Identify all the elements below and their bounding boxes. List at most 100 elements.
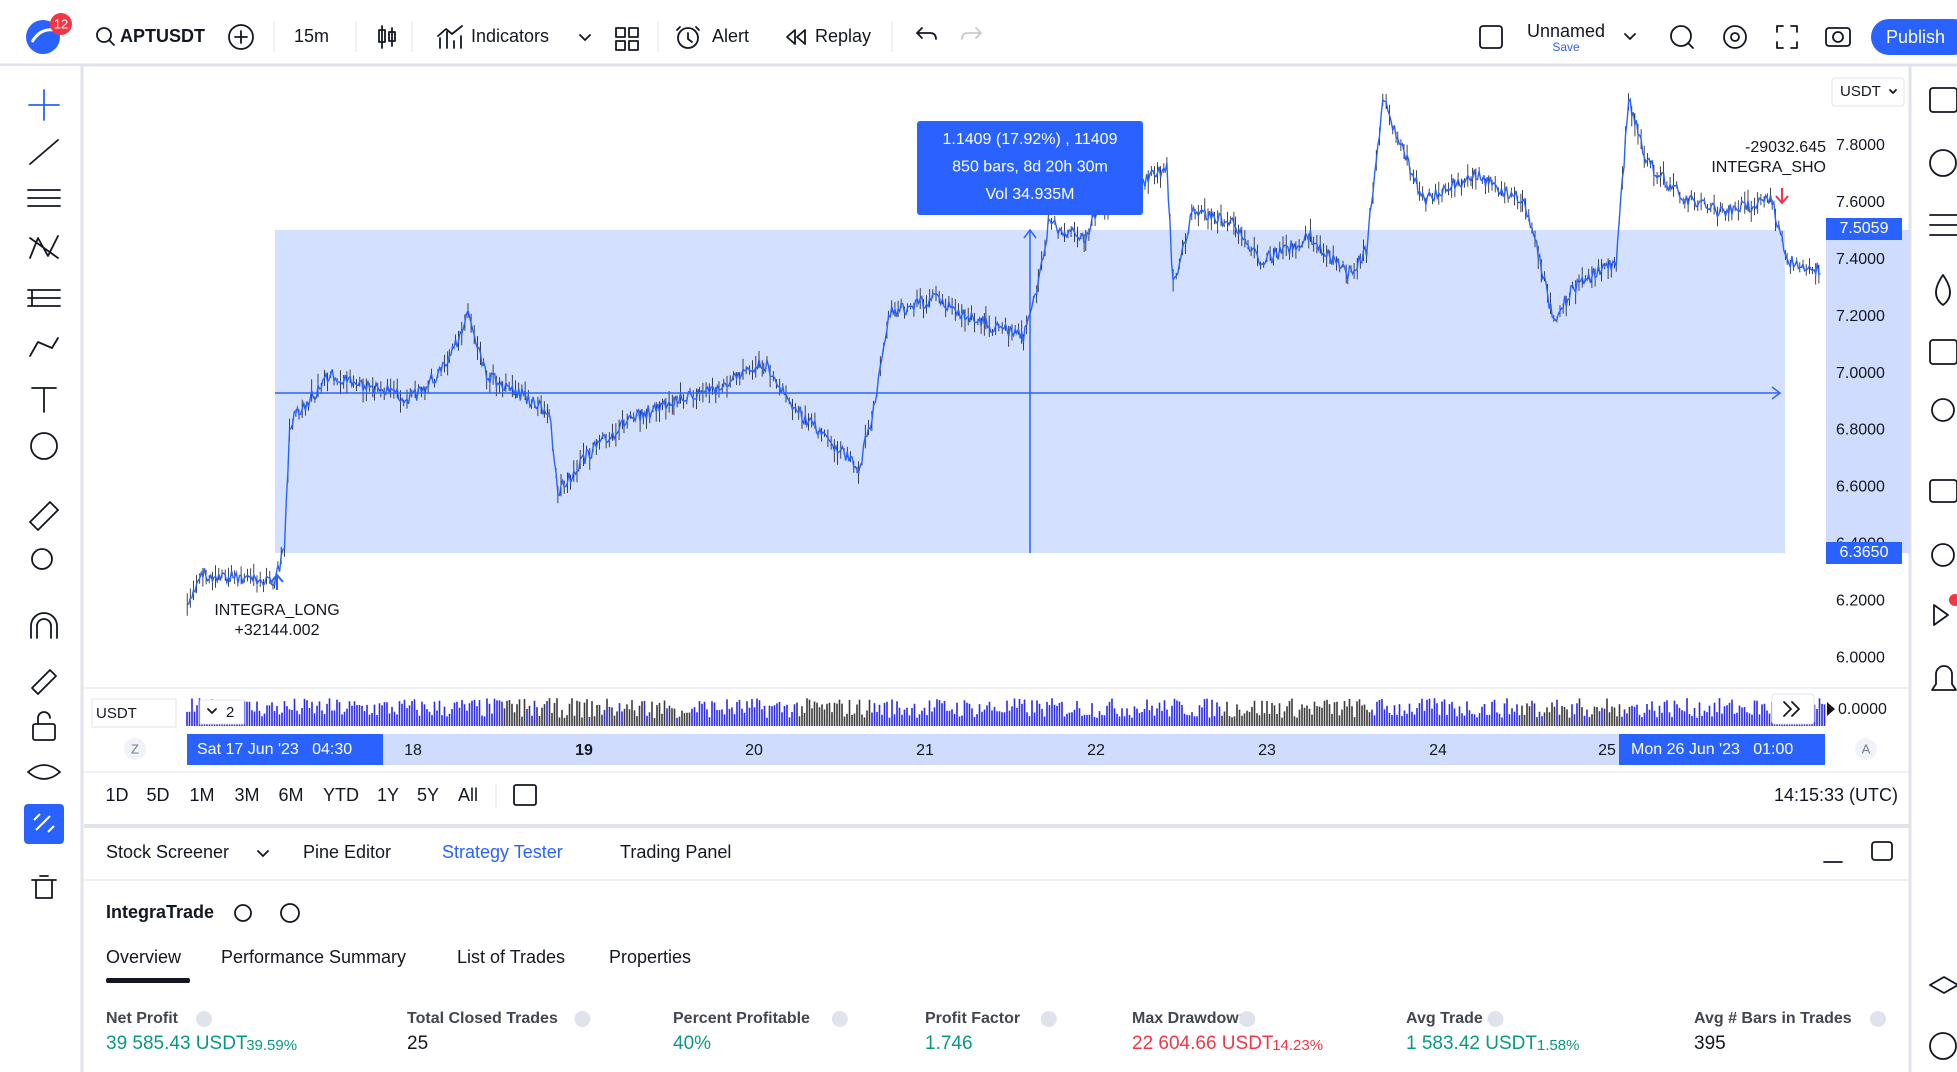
strategy-subtab[interactable]: Overview (106, 947, 182, 967)
strategy-settings[interactable] (234, 904, 252, 922)
strategy-subtab[interactable]: Properties (609, 947, 691, 967)
metric-info[interactable] (196, 1011, 212, 1027)
pattern-tool[interactable] (29, 235, 59, 259)
tooltip-line: 850 bars, 8d 20h 30m (952, 159, 1108, 176)
icon-tool[interactable] (30, 432, 58, 460)
symbol[interactable]: APTUSDT (120, 26, 205, 46)
compare-button[interactable] (228, 24, 254, 50)
streams[interactable] (1931, 543, 1955, 567)
undo-button[interactable] (916, 27, 937, 40)
metric-label: Profit Factor (925, 1010, 1020, 1027)
remove-tool[interactable] (31, 875, 57, 899)
dropdown-arrow[interactable] (579, 34, 591, 41)
notification-count: 12 (54, 16, 68, 31)
price-label: 6.2000 (1836, 592, 1885, 609)
period-button[interactable]: 5D (146, 785, 169, 805)
period-button[interactable]: YTD (323, 785, 359, 805)
metric-info[interactable] (1870, 1011, 1886, 1027)
crosshair-tool[interactable] (28, 89, 60, 121)
hotlists[interactable] (1935, 274, 1951, 306)
screener-dropdown[interactable] (257, 850, 269, 857)
period-button[interactable]: 1Y (377, 785, 399, 805)
period-button[interactable]: All (458, 785, 478, 805)
panel-tab[interactable]: Strategy Tester (442, 842, 563, 862)
snapshot-button[interactable] (1825, 27, 1851, 47)
chart-type-button[interactable] (378, 25, 396, 49)
replay-button[interactable]: Replay (815, 26, 871, 46)
replay-icon (786, 29, 806, 45)
calendar[interactable] (1929, 339, 1957, 365)
strategy-subtab[interactable]: List of Trades (457, 947, 565, 967)
period-button[interactable]: 5Y (417, 785, 439, 805)
notification-badge[interactable] (50, 13, 72, 35)
panel-tab[interactable]: Stock Screener (106, 842, 229, 862)
strategy-subtab[interactable]: Performance Summary (221, 947, 406, 967)
period-button[interactable]: 6M (278, 785, 303, 805)
left-marker: Z (131, 741, 139, 756)
metric-info[interactable] (1239, 1011, 1256, 1027)
layout-checkbox[interactable] (1479, 25, 1503, 49)
search-icon (108, 39, 115, 46)
right-marker-bg[interactable] (1855, 738, 1877, 760)
maximize-panel[interactable] (1871, 841, 1893, 861)
panel-tab[interactable]: Trading Panel (620, 842, 731, 862)
volume-legend[interactable] (199, 699, 245, 725)
scroll-right[interactable] (1771, 693, 1815, 725)
metric-value: 39 585.43 USDT (106, 1033, 248, 1054)
publish-button[interactable] (1871, 19, 1957, 55)
sync-tool[interactable] (24, 804, 64, 844)
strategy-name[interactable]: IntegraTrade (106, 902, 214, 922)
stay-drawing-tool[interactable] (31, 669, 57, 695)
hide-tool[interactable] (27, 764, 61, 780)
watchlist[interactable] (1929, 87, 1957, 113)
strategy-alert[interactable] (280, 903, 300, 923)
left-marker-bg[interactable] (124, 738, 146, 760)
help[interactable] (1929, 1032, 1957, 1060)
lock-tool[interactable] (32, 723, 56, 741)
layouts-button[interactable] (615, 27, 639, 51)
currency-selector[interactable] (1831, 77, 1905, 107)
ideas[interactable] (1931, 398, 1955, 422)
period-button[interactable]: 3M (234, 785, 259, 805)
short-profit: -29032.645 (1745, 139, 1826, 156)
volume-collapse[interactable] (207, 708, 217, 714)
notifications[interactable] (1931, 665, 1957, 691)
magnet-tool[interactable] (30, 612, 58, 639)
ruler-tool[interactable] (29, 501, 59, 531)
interval[interactable]: 15m (294, 26, 329, 46)
metric-info[interactable] (1040, 1011, 1057, 1027)
panel-tab[interactable]: Pine Editor (303, 842, 391, 862)
period-button[interactable]: 1D (105, 785, 128, 805)
zoom-tool[interactable] (31, 548, 53, 570)
fib-tool[interactable] (27, 189, 61, 207)
prediction-tool[interactable] (27, 289, 61, 307)
go-to-date[interactable] (513, 784, 537, 806)
volume-currency-box (91, 698, 177, 728)
metric-info[interactable] (574, 1011, 591, 1027)
alerts[interactable] (1929, 149, 1957, 177)
clock[interactable]: 14:15:33 (UTC) (1774, 785, 1898, 805)
period-button[interactable]: 1M (189, 785, 214, 805)
data-window[interactable] (1929, 214, 1957, 236)
strategy-subtabs: Overview Performance Summary List of Trade… (106, 947, 691, 967)
trend-line-tool[interactable] (29, 139, 59, 165)
layers[interactable] (1929, 976, 1957, 994)
settings-button[interactable] (1723, 25, 1747, 49)
metric-info[interactable] (831, 1011, 848, 1027)
quick-search[interactable] (1670, 25, 1692, 47)
chats[interactable] (1929, 479, 1957, 503)
brush-tool[interactable] (29, 337, 59, 357)
measure-arrow-head (1771, 386, 1782, 400)
range-start-box (187, 734, 383, 765)
layout-name[interactable]: Unnamed (1527, 21, 1605, 41)
fullscreen-button[interactable] (1776, 25, 1798, 49)
alert-button[interactable]: Alert (712, 26, 749, 46)
replay-panel[interactable] (1933, 604, 1949, 626)
redo-button[interactable] (961, 27, 982, 40)
currency[interactable]: USDT (1840, 83, 1881, 100)
text-tool[interactable] (31, 387, 57, 413)
layout-dropdown[interactable] (1624, 33, 1636, 40)
metric-info[interactable] (1487, 1011, 1504, 1027)
indicators-button[interactable]: Indicators (471, 26, 549, 46)
